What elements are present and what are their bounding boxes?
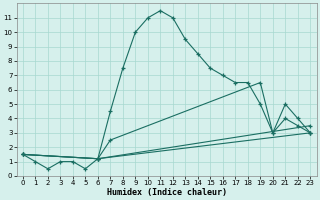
X-axis label: Humidex (Indice chaleur): Humidex (Indice chaleur) (107, 188, 227, 197)
